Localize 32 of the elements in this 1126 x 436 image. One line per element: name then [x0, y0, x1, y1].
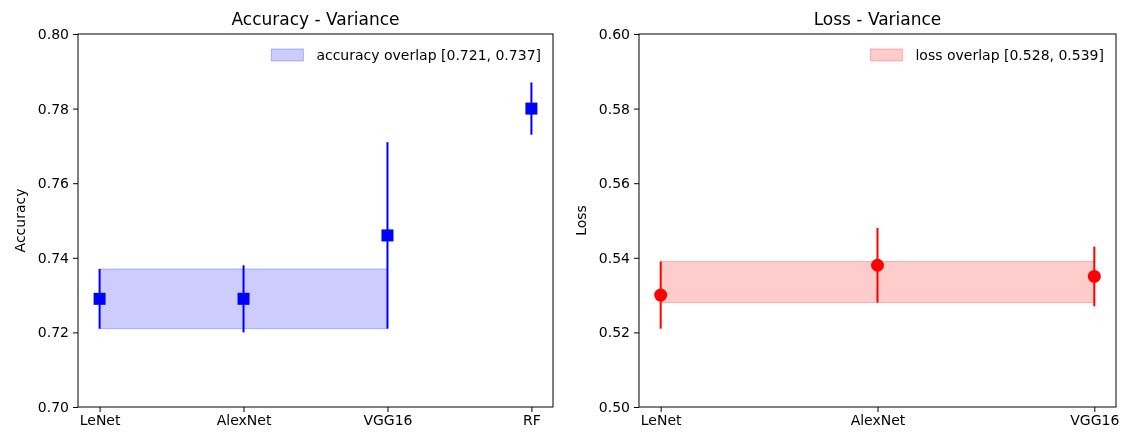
x-tick-label: AlexNet — [216, 411, 272, 428]
y-tick-label: 0.78 — [37, 100, 69, 117]
y-tick-label: 0.54 — [598, 249, 631, 266]
legend-label: accuracy overlap [0.721, 0.737] — [316, 47, 541, 63]
y-tick-label: 0.60 — [598, 25, 630, 42]
point — [1087, 269, 1101, 283]
x-tick-label: RF — [523, 411, 541, 428]
x-tick-label: VGG16 — [1070, 411, 1120, 428]
y-axis-title: Accuracy — [12, 188, 28, 253]
y-axis-title: Loss — [573, 205, 589, 236]
y-tick-label: 0.74 — [37, 249, 70, 266]
y-tick-label: 0.58 — [598, 100, 630, 117]
y-tick-label: 0.56 — [598, 175, 631, 192]
x-tick-label: AlexNet — [850, 411, 906, 428]
x-tick-label: VGG16 — [363, 411, 413, 428]
x-tick-label: LeNet — [640, 411, 683, 428]
chart-title: Accuracy - Variance — [231, 9, 400, 29]
x-tick-label: LeNet — [79, 411, 121, 428]
y-tick-label: 0.52 — [598, 324, 630, 341]
point — [381, 229, 394, 242]
legend-label: loss overlap [0.528, 0.539] — [915, 47, 1104, 63]
y-tick-label: 0.76 — [37, 175, 70, 192]
chart-title: Loss - Variance — [813, 9, 942, 29]
y-tick-label: 0.80 — [37, 25, 69, 42]
y-tick-label: 0.70 — [37, 398, 69, 415]
point — [525, 102, 538, 115]
y-tick-label: 0.50 — [598, 398, 630, 415]
point — [93, 292, 106, 305]
point — [654, 288, 668, 302]
point — [237, 292, 250, 305]
point — [871, 258, 884, 272]
y-tick-label: 0.72 — [37, 324, 69, 341]
